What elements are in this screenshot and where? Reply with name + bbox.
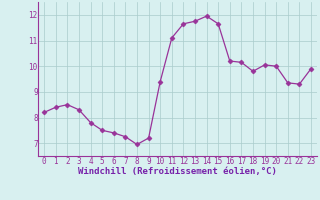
X-axis label: Windchill (Refroidissement éolien,°C): Windchill (Refroidissement éolien,°C) bbox=[78, 167, 277, 176]
